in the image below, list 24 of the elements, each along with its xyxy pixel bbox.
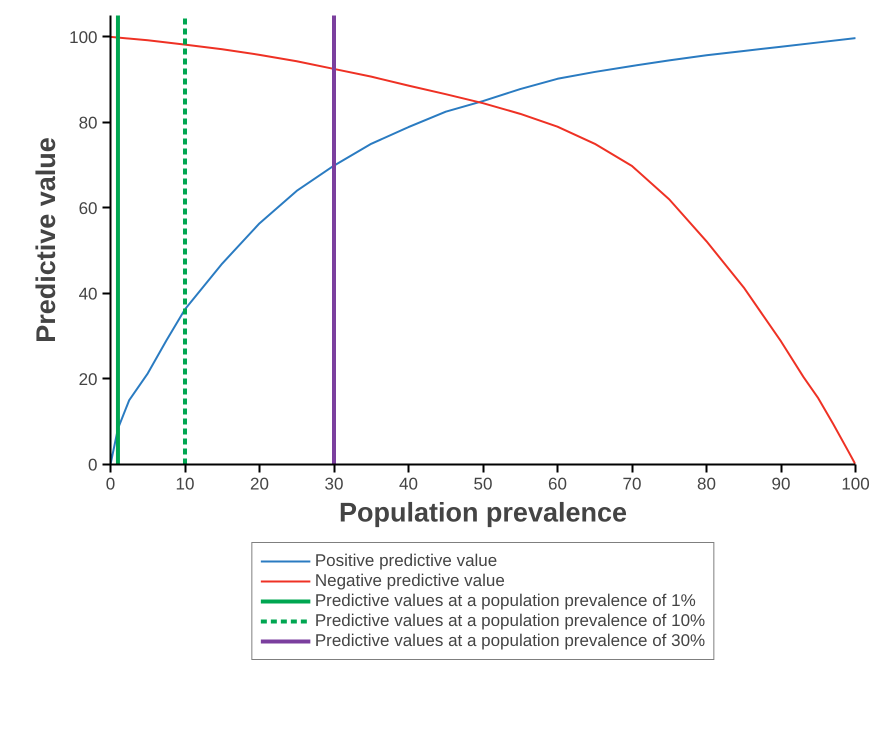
legend-label: Positive predictive value bbox=[314, 551, 498, 571]
x-axis-title: Population prevalence bbox=[338, 498, 628, 528]
legend-label: Predictive values at a population prevalence of 10% bbox=[314, 611, 706, 631]
x-tick-label: 80 bbox=[697, 474, 716, 494]
x-tick-label: 20 bbox=[250, 474, 269, 494]
x-tick-label: 60 bbox=[548, 474, 567, 494]
x-tick-label: 0 bbox=[106, 474, 116, 494]
x-tick-label: 40 bbox=[399, 474, 418, 494]
legend-label: Predictive values at a population prevalence of 1% bbox=[314, 591, 696, 611]
legend-label: Predictive values at a population prevalence of 30% bbox=[314, 631, 706, 651]
y-tick-label: 80 bbox=[78, 113, 98, 132]
x-tick-label: 30 bbox=[324, 474, 344, 494]
x-tick-label: 10 bbox=[176, 474, 194, 494]
y-tick-label: 0 bbox=[88, 456, 98, 474]
y-tick-label: 100 bbox=[69, 28, 98, 47]
y-tick-label: 20 bbox=[78, 370, 98, 389]
legend-label: Negative predictive value bbox=[314, 571, 505, 591]
x-tick-label: 70 bbox=[622, 474, 642, 494]
y-tick-label: 60 bbox=[78, 198, 98, 218]
y-tick-label: 40 bbox=[78, 284, 98, 304]
x-tick-label: 90 bbox=[772, 474, 790, 494]
x-tick-label: 50 bbox=[474, 474, 492, 494]
y-axis-title: Predictive value bbox=[31, 137, 62, 343]
x-tick-label: 100 bbox=[841, 474, 870, 494]
